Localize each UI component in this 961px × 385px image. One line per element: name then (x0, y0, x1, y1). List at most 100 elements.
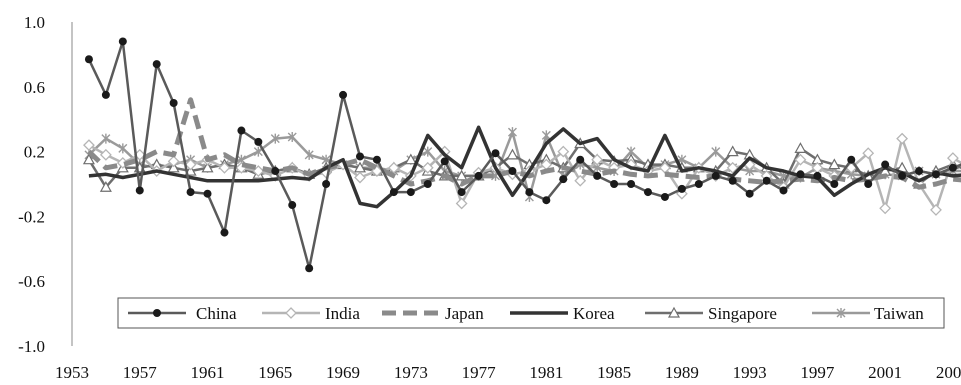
data-point-singapore (828, 158, 841, 170)
series-korea (88, 125, 961, 209)
data-point-india (184, 158, 197, 171)
data-point-china (203, 189, 212, 198)
data-point-singapore (506, 148, 519, 160)
data-point-china (694, 180, 703, 188)
legend-item-korea: Korea (510, 304, 615, 323)
data-point-singapore (99, 181, 112, 192)
data-point-china (610, 180, 619, 188)
data-point-china (339, 90, 348, 99)
x-tick-label: 1953 (55, 363, 89, 382)
series-line-china (87, 40, 961, 270)
x-tick-label: 1989 (665, 363, 699, 382)
data-point-india (218, 161, 231, 174)
series-line-korea (88, 125, 961, 209)
data-point-china (559, 175, 568, 184)
data-point-china (440, 157, 449, 166)
legend-label-taiwan: Taiwan (874, 304, 924, 323)
x-tick-label: 2005 (936, 363, 961, 382)
legend-items: China India Japan Korea Singapore Taiwan (128, 304, 924, 323)
data-point-taiwan (507, 127, 517, 138)
data-point-china (135, 186, 144, 195)
data-point-singapore (726, 145, 739, 157)
legend-label-japan: Japan (445, 304, 484, 323)
data-point-taiwan (270, 133, 280, 144)
legend-label-china: China (196, 304, 237, 323)
legend-label-korea: Korea (573, 304, 615, 323)
legend-marker-china (153, 309, 161, 317)
data-point-india (896, 132, 909, 145)
data-point-china (728, 176, 737, 185)
data-point-china (474, 171, 483, 180)
data-point-india (354, 171, 366, 184)
legend-item-taiwan: Taiwan (812, 304, 924, 323)
data-point-taiwan (541, 130, 551, 141)
data-point-china (525, 188, 534, 197)
x-tick-label: 1961 (191, 363, 225, 382)
data-point-china (152, 60, 161, 69)
x-tick-label: 1981 (529, 363, 563, 382)
data-point-taiwan (118, 143, 128, 154)
data-point-china (576, 155, 585, 164)
legend: China India Japan Korea Singapore Taiwan (117, 297, 945, 329)
x-tick-label: 1977 (462, 363, 497, 382)
data-point-taiwan (101, 133, 111, 144)
data-point-china (237, 126, 246, 135)
data-point-china (220, 228, 229, 237)
data-point-china (898, 171, 907, 180)
data-point-china (643, 188, 652, 197)
x-tick-label: 2001 (868, 363, 902, 382)
data-point-india (455, 197, 468, 210)
data-point-china (186, 188, 195, 197)
x-tick-label: 1965 (258, 363, 292, 382)
x-tick-label: 1997 (800, 363, 835, 382)
data-point-china (101, 90, 110, 99)
axes (71, 22, 73, 346)
data-point-china (915, 167, 924, 176)
data-point-china (491, 149, 500, 158)
series-layer (82, 37, 961, 273)
data-point-india (421, 161, 434, 174)
data-point-india (167, 155, 180, 168)
y-tick-label: 0.6 (24, 78, 45, 97)
data-point-china (389, 188, 398, 197)
data-point-china (542, 196, 551, 205)
data-point-china (423, 180, 432, 188)
data-point-china (847, 155, 856, 164)
data-point-china (118, 37, 127, 46)
data-point-china (593, 171, 602, 180)
data-point-india (83, 139, 95, 152)
y-tick-labels: 1.0 0.6 0.2 -0.2 -0.6 -1.0 (18, 13, 45, 356)
data-point-india (862, 147, 875, 160)
data-point-china (355, 152, 364, 161)
data-point-india (591, 153, 604, 166)
data-point-china (372, 155, 381, 164)
data-point-singapore (82, 153, 95, 165)
data-point-singapore (167, 161, 180, 173)
data-point-china (677, 184, 686, 193)
data-point-india (794, 153, 807, 166)
x-tick-label: 1973 (394, 363, 428, 382)
data-point-singapore (455, 169, 468, 181)
data-point-china (830, 180, 839, 188)
data-point-china (84, 55, 93, 64)
data-point-china (627, 180, 636, 188)
y-tick-label: 1.0 (24, 13, 45, 32)
data-point-singapore (794, 142, 807, 153)
data-point-india (574, 174, 587, 187)
y-tick-label: -0.2 (18, 207, 45, 226)
data-point-india (99, 148, 112, 161)
y-tick-label: 0.2 (24, 143, 45, 162)
x-tick-label: 1985 (597, 363, 631, 382)
data-point-china (796, 170, 805, 179)
data-point-china (948, 163, 957, 172)
y-tick-label: -1.0 (18, 337, 45, 356)
data-point-china (813, 171, 822, 180)
data-point-taiwan (304, 149, 314, 160)
data-point-india (726, 161, 739, 174)
data-point-china (660, 192, 669, 201)
legend-item-india: India (262, 304, 360, 323)
x-tick-label: 1993 (733, 363, 767, 382)
data-point-china (406, 188, 415, 197)
data-point-taiwan (711, 146, 721, 157)
